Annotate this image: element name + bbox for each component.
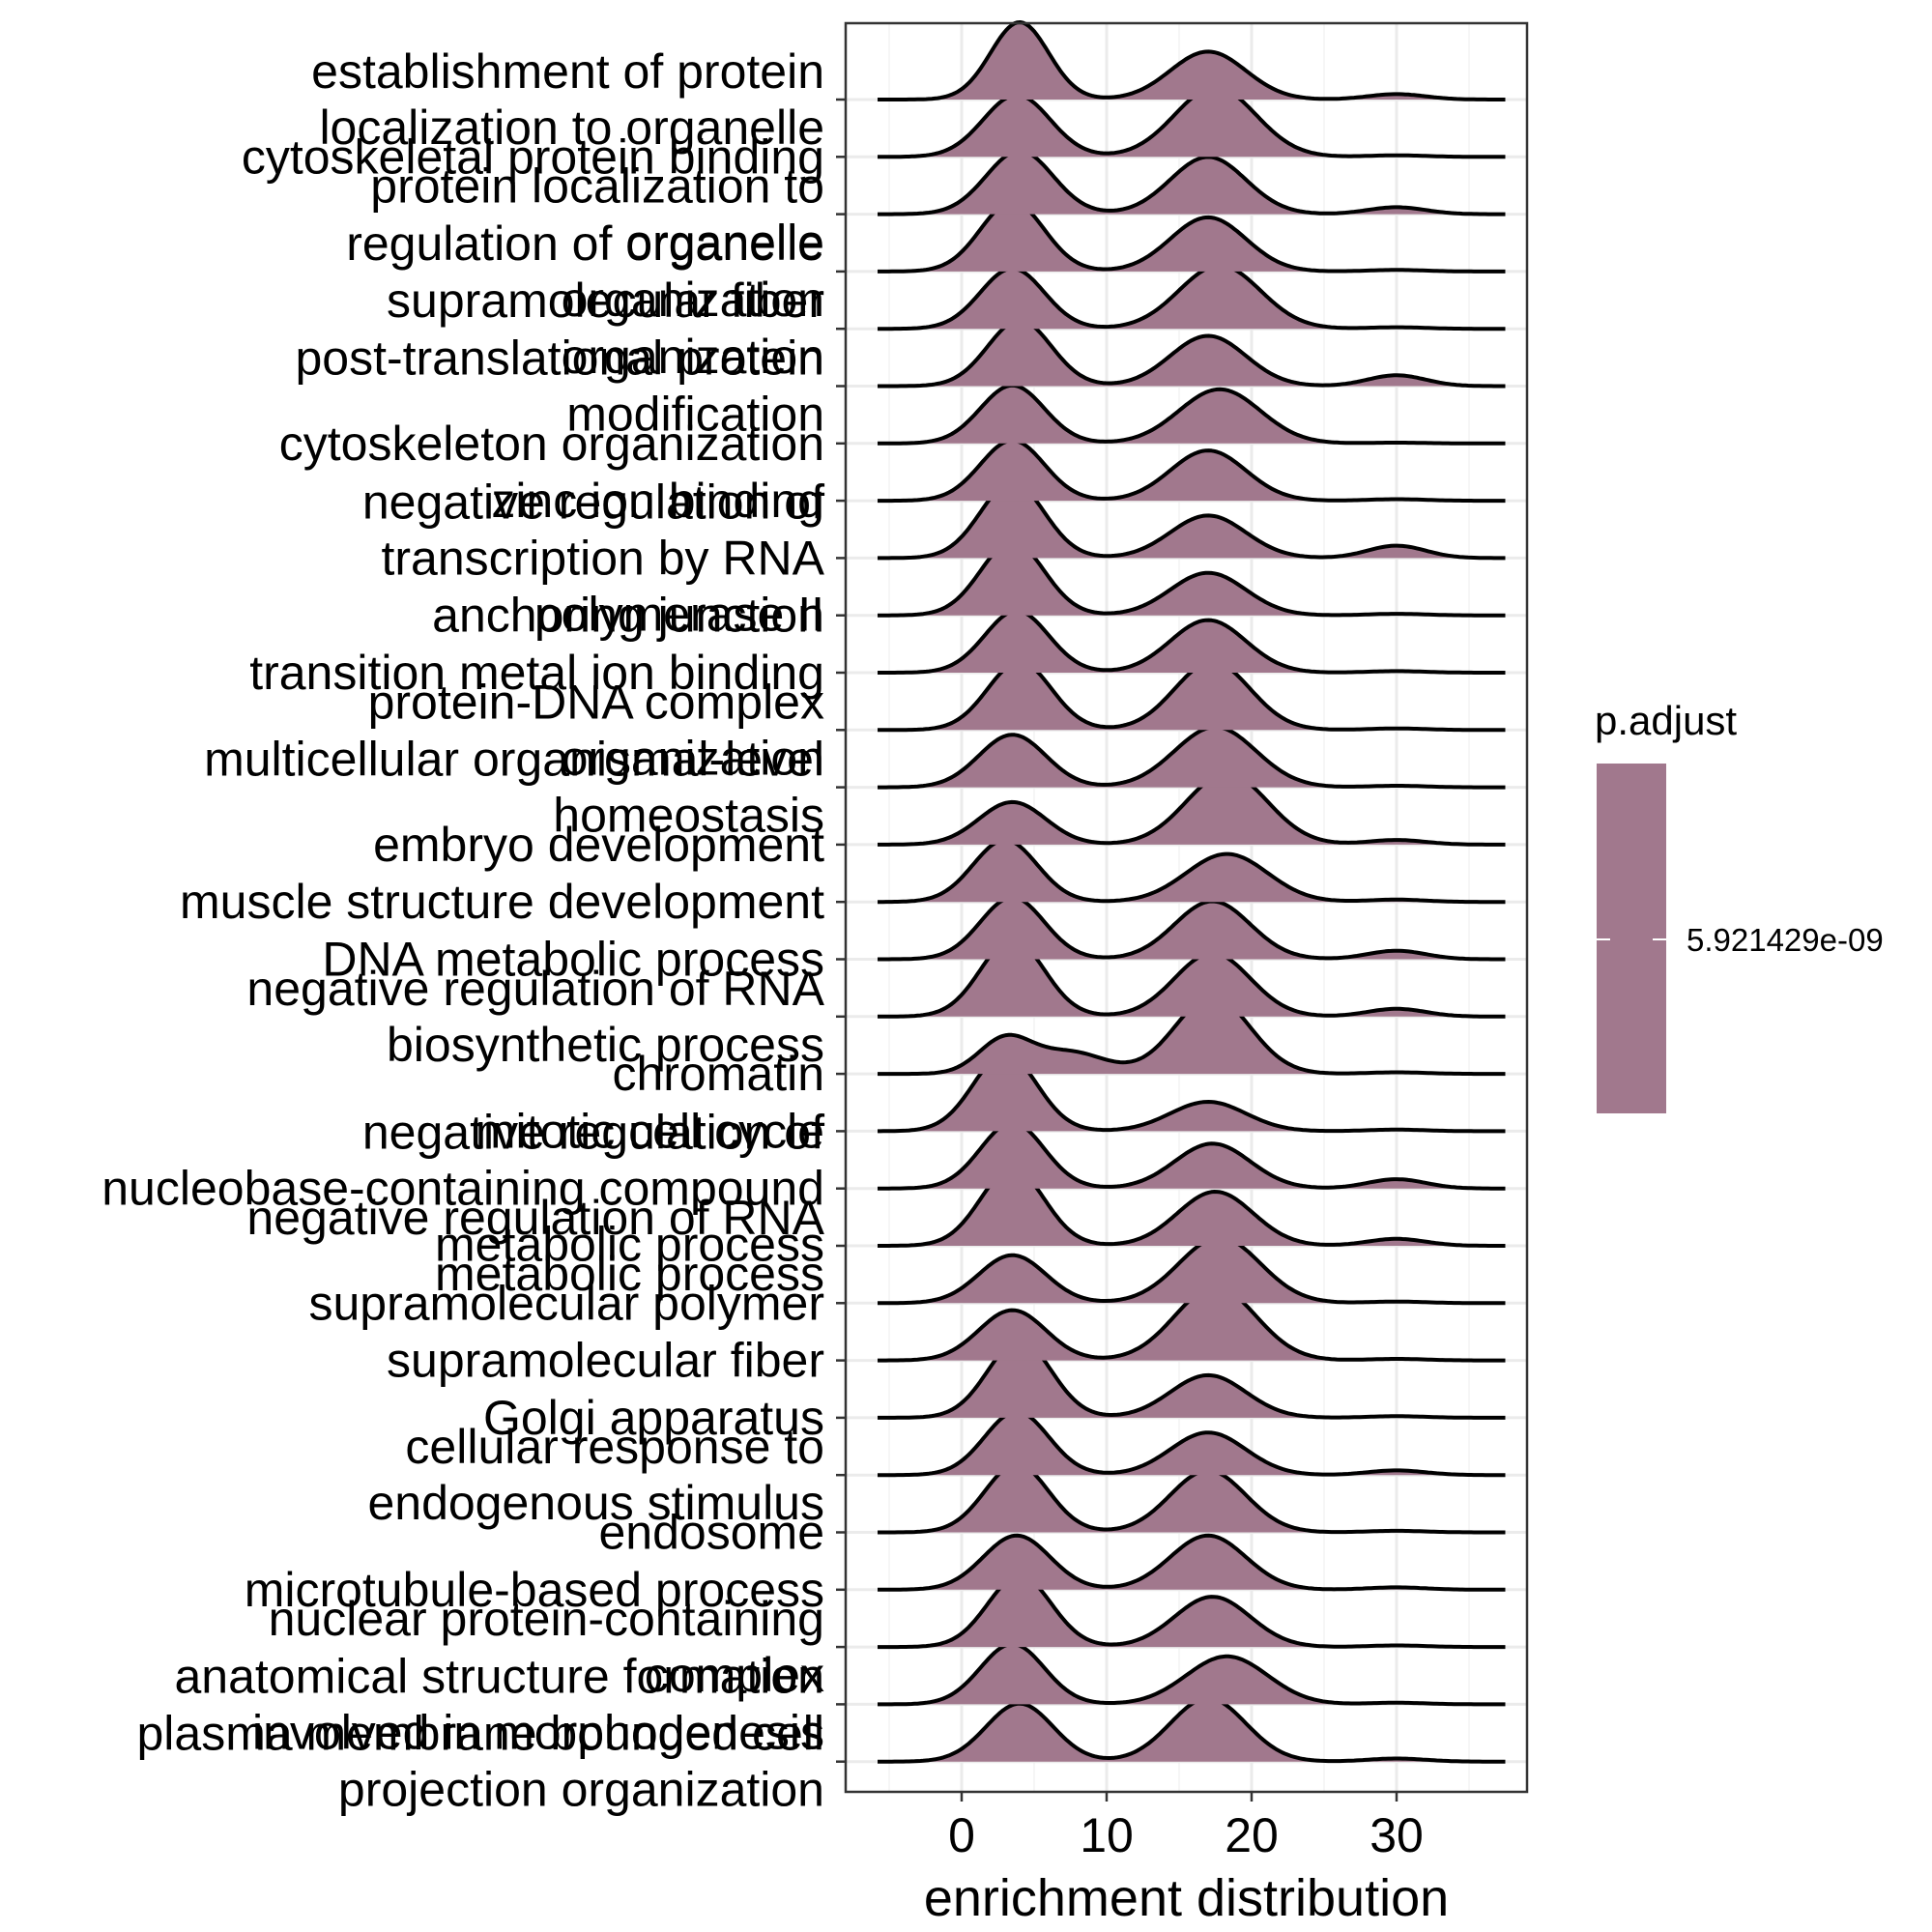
- y-tick-label: microtubule-based process: [245, 1563, 824, 1617]
- ridge-line: [878, 1642, 1506, 1707]
- x-tick-label: 0: [948, 1808, 975, 1862]
- ridge-line: [878, 1462, 1506, 1535]
- ridge-line: [878, 480, 1506, 561]
- ridge-line: [878, 838, 1506, 905]
- ridge-line: [878, 1338, 1506, 1420]
- y-tick-label: nuclear protein-containing complex: [269, 1592, 824, 1702]
- y-tick-label: transition metal ion binding: [249, 646, 824, 700]
- ridge-line: [878, 1235, 1506, 1306]
- ridge-line: [878, 725, 1506, 790]
- ridge-line: [878, 1573, 1506, 1650]
- y-tick-label: cellular response to endogenous stimulus: [367, 1420, 824, 1530]
- legend-title: p.adjust: [1595, 698, 1737, 743]
- ridge-fill: [878, 151, 1506, 215]
- y-tick-label: negative regulation of transcription by R…: [362, 475, 825, 641]
- ridge-line: [878, 1167, 1506, 1248]
- y-tick-label: muscle structure development: [180, 875, 824, 929]
- y-tick-label: DNA metabolic process: [322, 933, 824, 987]
- ridge-fill: [878, 1535, 1506, 1590]
- ridge-line: [878, 895, 1506, 962]
- ridge-line: [878, 771, 1506, 847]
- ridge-fill: [878, 996, 1506, 1075]
- ridge-line: [878, 318, 1506, 389]
- y-tick-label: negative regulation of nucleobase-contain…: [101, 1106, 824, 1272]
- y-tick-label: supramolecular polymer: [308, 1276, 824, 1330]
- x-tick-label: 10: [1080, 1808, 1134, 1862]
- ridge-line: [878, 539, 1506, 618]
- ridge-fill: [878, 1575, 1506, 1648]
- ridge-fill: [878, 661, 1506, 731]
- ridge-line: [878, 199, 1506, 274]
- ridge-fill: [878, 1411, 1506, 1476]
- ridge-fill: [878, 773, 1506, 845]
- y-tick-label: post-translational protein modification: [295, 332, 824, 442]
- y-tick-label: cytoskeletal protein binding: [242, 130, 824, 184]
- x-tick-label: 20: [1225, 1808, 1279, 1862]
- y-tick-label: endosome: [599, 1506, 825, 1560]
- y-tick-label: Golgi apparatus: [483, 1391, 824, 1445]
- legend: p.adjust 5.921429e-09: [1595, 698, 1884, 1113]
- ridge-line: [878, 937, 1506, 1019]
- y-tick-label: embryo development: [373, 818, 824, 872]
- y-tick-label: anchoring junction: [432, 589, 824, 643]
- ridge-line: [878, 149, 1506, 216]
- ridge-line: [878, 609, 1506, 675]
- ridge-line: [878, 438, 1506, 504]
- y-axis: establishment of protein localization to …: [101, 44, 846, 1817]
- y-tick-label: protein localization to organelle: [370, 159, 824, 270]
- ridge-line: [878, 263, 1506, 332]
- ridge-line: [878, 1533, 1506, 1592]
- ridge-fill: [878, 611, 1506, 673]
- ridge-line: [878, 20, 1506, 101]
- ridge-line: [878, 1120, 1506, 1191]
- ridge-fill: [878, 22, 1506, 100]
- legend-label: 5.921429e-09: [1687, 922, 1884, 958]
- ridge-fill: [878, 727, 1506, 788]
- y-tick-label: negative regulation of RNA biosynthetic p…: [246, 962, 824, 1072]
- ridge-line: [878, 1409, 1506, 1478]
- x-axis-title: enrichment distribution: [924, 1869, 1449, 1927]
- ridge-line: [878, 383, 1506, 446]
- y-tick-label: zinc ion binding: [491, 474, 824, 528]
- y-tick-label: anatomical structure formation involved i…: [174, 1649, 824, 1759]
- y-tick-label: negative regulation of RNA metabolic proc…: [246, 1191, 824, 1301]
- ridge-fill: [878, 1237, 1506, 1304]
- ridge-fill: [878, 1698, 1506, 1762]
- y-tick-label: multicellular organismal-level homeostasi…: [204, 733, 824, 843]
- y-tick-label: establishment of protein localization to …: [311, 44, 824, 155]
- y-tick-label: regulation of organelle organization: [346, 216, 824, 327]
- ridge-fill: [878, 265, 1506, 330]
- y-tick-label: chromatin: [612, 1047, 824, 1101]
- y-tick-label: supramolecular fiber: [387, 1334, 824, 1388]
- x-tick-label: 30: [1370, 1808, 1424, 1862]
- ridges: [878, 20, 1506, 1764]
- x-axis: 0 10 20 30: [948, 1792, 1424, 1862]
- ridge-fill: [878, 1286, 1506, 1361]
- plot-panel: [844, 20, 1529, 1794]
- ridge-fill: [878, 1464, 1506, 1533]
- ridge-fill: [878, 1053, 1506, 1132]
- y-tick-label: plasma membrane bounded cell projection o…: [136, 1707, 824, 1817]
- ridge-fill: [878, 320, 1506, 387]
- y-tick-label: supramolecular fiber organization: [387, 274, 824, 384]
- y-tick-label: mitotic cell cycle: [476, 1104, 824, 1158]
- plot-panel-border: [844, 21, 1529, 1794]
- y-tick-label: protein-DNA complex organization: [368, 675, 824, 785]
- y-tick-label: cytoskeleton organization: [279, 417, 824, 471]
